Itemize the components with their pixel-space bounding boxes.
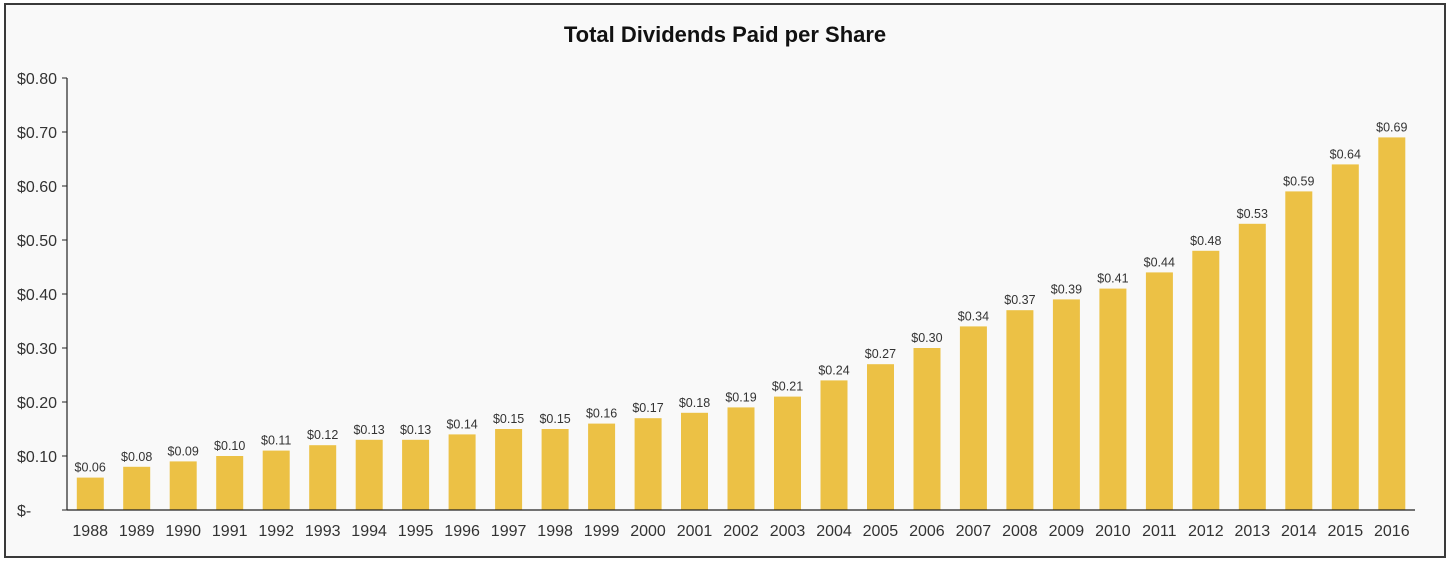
bar (867, 364, 894, 510)
x-tick-label: 2014 (1281, 523, 1317, 540)
x-tick-label: 2006 (909, 523, 945, 540)
data-label: $0.10 (214, 439, 245, 453)
x-tick-label: 1988 (72, 523, 108, 540)
y-tick-label: $0.70 (17, 125, 57, 142)
data-label: $0.34 (958, 309, 989, 323)
x-tick-label: 1997 (491, 523, 527, 540)
x-tick-label: 2005 (863, 523, 899, 540)
data-label: $0.19 (725, 390, 756, 404)
y-tick-label: $0.80 (17, 71, 57, 88)
data-label: $0.27 (865, 347, 896, 361)
bar (448, 434, 476, 510)
data-label: $0.08 (121, 450, 152, 464)
x-tick-label: 2010 (1095, 523, 1131, 540)
data-label: $0.41 (1097, 272, 1128, 286)
data-label: $0.37 (1004, 293, 1035, 307)
bar (216, 456, 244, 510)
bar (169, 461, 197, 510)
x-tick-label: 1995 (398, 523, 434, 540)
x-tick-label: 2009 (1049, 523, 1085, 540)
y-tick-label: $0.20 (17, 395, 57, 412)
data-label: $0.69 (1376, 120, 1407, 134)
bar (1331, 164, 1359, 510)
x-tick-label: 2008 (1002, 523, 1038, 540)
bar (727, 407, 755, 510)
x-tick-label: 1990 (165, 523, 201, 540)
bar (1285, 191, 1313, 510)
x-tick-label: 2015 (1328, 523, 1364, 540)
data-label: $0.64 (1330, 147, 1361, 161)
bar (820, 380, 848, 510)
bar (1006, 310, 1034, 510)
x-tick-label: 2000 (630, 523, 666, 540)
x-tick-label: 1996 (444, 523, 480, 540)
x-tick-label: 1993 (305, 523, 341, 540)
data-label: $0.39 (1051, 282, 1082, 296)
x-tick-label: 2004 (816, 523, 852, 540)
data-label: $0.12 (307, 428, 338, 442)
data-label: $0.15 (493, 412, 524, 426)
y-tick-label: $0.40 (17, 287, 57, 304)
x-tick-label: 1992 (258, 523, 294, 540)
bar (774, 396, 801, 510)
data-label: $0.59 (1283, 174, 1314, 188)
bar (262, 450, 290, 510)
y-tick-label: $- (17, 503, 31, 520)
data-label: $0.21 (772, 380, 803, 394)
x-tick-label: 1998 (537, 523, 573, 540)
data-label: $0.11 (261, 434, 291, 448)
y-tick-label: $0.50 (17, 233, 57, 250)
bar (402, 439, 430, 510)
x-tick-label: 2002 (723, 523, 759, 540)
bar (1052, 299, 1080, 510)
bar (1099, 288, 1127, 510)
data-label: $0.15 (539, 412, 570, 426)
x-tick-label: 2001 (677, 523, 713, 540)
data-label: $0.09 (168, 444, 199, 458)
bar (959, 326, 987, 510)
x-tick-label: 1991 (212, 523, 248, 540)
data-label: $0.17 (632, 401, 663, 415)
x-tick-label: 2016 (1374, 523, 1410, 540)
bar (76, 477, 104, 510)
bar (541, 429, 569, 510)
x-tick-label: 1989 (119, 523, 155, 540)
x-tick-label: 1994 (351, 523, 387, 540)
bar (1238, 223, 1266, 511)
data-label: $0.44 (1144, 255, 1175, 269)
bar (355, 439, 383, 510)
data-label: $0.53 (1237, 207, 1268, 221)
x-tick-label: 2007 (956, 523, 992, 540)
bar (123, 466, 151, 510)
bar (634, 418, 662, 510)
bar (495, 429, 523, 510)
bar (913, 348, 941, 510)
data-label: $0.18 (679, 396, 710, 410)
y-tick-label: $0.30 (17, 341, 57, 358)
data-label: $0.30 (911, 331, 942, 345)
x-tick-label: 2011 (1142, 523, 1177, 540)
y-tick-label: $0.10 (17, 449, 57, 466)
x-tick-label: 2012 (1188, 523, 1224, 540)
bar (681, 412, 708, 510)
x-tick-label: 2003 (770, 523, 806, 540)
y-tick-label: $0.60 (17, 179, 57, 196)
chart-title: Total Dividends Paid per Share (563, 22, 887, 47)
bar (309, 445, 337, 510)
data-label: $0.24 (818, 363, 849, 377)
data-label: $0.13 (353, 423, 384, 437)
x-tick-label: 2013 (1235, 523, 1271, 540)
bar (588, 423, 616, 510)
x-tick-label: 1999 (584, 523, 620, 540)
data-label: $0.06 (75, 461, 106, 475)
data-label: $0.48 (1190, 234, 1221, 248)
data-label: $0.16 (586, 407, 617, 421)
data-label: $0.13 (400, 423, 431, 437)
bar (1192, 250, 1220, 511)
data-label: $0.14 (446, 417, 477, 431)
bar (1145, 272, 1173, 510)
bar (1378, 137, 1406, 510)
